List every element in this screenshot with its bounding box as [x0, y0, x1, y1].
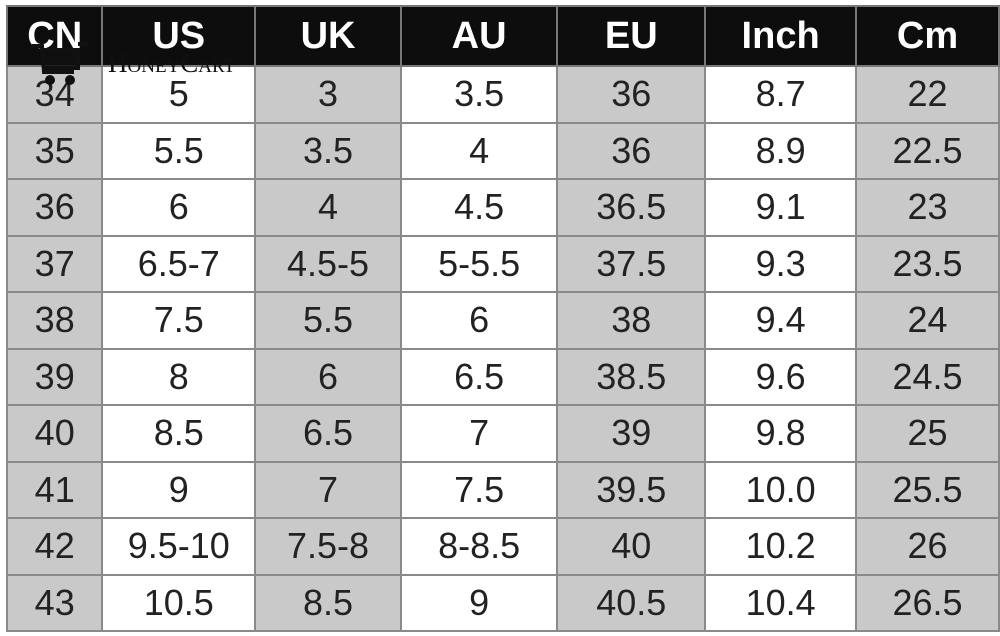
cell-cn: 35	[5, 121, 104, 180]
cell-cn: 37	[5, 234, 104, 293]
cell-inch: 9.8	[704, 404, 858, 463]
cell-us: 6.5-7	[101, 234, 257, 293]
cell-cn: 42	[5, 517, 104, 576]
cell-us: 10.5	[101, 573, 257, 632]
table-row: 42 9.5-10 7.5-8 8-8.5 40 10.2 26	[5, 517, 1000, 576]
table-row: 35 5.5 3.5 4 36 8.9 22.5	[5, 121, 1000, 180]
watermark-logo: HoneyCart	[30, 36, 235, 86]
cell-us: 5.5	[101, 121, 257, 180]
cell-eu: 39	[556, 404, 707, 463]
cell-cn: 41	[5, 460, 104, 519]
cell-eu: 37.5	[556, 234, 707, 293]
table-row: 40 8.5 6.5 7 39 9.8 25	[5, 404, 1000, 463]
cell-cm: 23	[855, 178, 1000, 237]
cell-inch: 9.3	[704, 234, 858, 293]
cell-uk: 6.5	[254, 404, 402, 463]
cell-eu: 40.5	[556, 573, 707, 632]
cell-eu: 38.5	[556, 347, 707, 406]
cell-inch: 10.2	[704, 517, 858, 576]
cell-eu: 38	[556, 291, 707, 350]
cell-eu: 40	[556, 517, 707, 576]
cell-us: 8.5	[101, 404, 257, 463]
cell-cn: 39	[5, 347, 104, 406]
cell-inch: 9.6	[704, 347, 858, 406]
cell-au: 7.5	[399, 460, 559, 519]
cell-au: 6.5	[399, 347, 559, 406]
column-header-us: US	[101, 5, 257, 67]
cell-au: 7	[399, 404, 559, 463]
cell-uk: 7	[254, 460, 402, 519]
cell-cm: 25	[855, 404, 1000, 463]
cell-cm: 24.5	[855, 347, 1000, 406]
cell-au: 5-5.5	[399, 234, 559, 293]
table-row: 43 10.5 8.5 9 40.5 10.4 26.5	[5, 573, 1000, 632]
cell-uk: 4	[254, 178, 402, 237]
cell-inch: 9.4	[704, 291, 858, 350]
cell-inch: 8.9	[704, 121, 858, 180]
cell-eu: 36.5	[556, 178, 707, 237]
cell-uk: 4.5-5	[254, 234, 402, 293]
cell-au: 9	[399, 573, 559, 632]
cell-cn: 43	[5, 573, 104, 632]
table-row: 34 5 3 3.5 36 8.7 22	[5, 65, 1000, 124]
cell-eu: 36	[556, 121, 707, 180]
cell-au: 4	[399, 121, 559, 180]
cell-uk: 6	[254, 347, 402, 406]
cell-cm: 24	[855, 291, 1000, 350]
cell-cm: 23.5	[855, 234, 1000, 293]
cell-us: 9.5-10	[101, 517, 257, 576]
cell-us: 5	[101, 65, 257, 124]
cell-us: 8	[101, 347, 257, 406]
header-row: CN US UK AU EU Inch Cm	[5, 5, 1000, 67]
column-header-inch: Inch	[704, 5, 858, 67]
table-row: 41 9 7 7.5 39.5 10.0 25.5	[5, 460, 1000, 519]
column-header-uk: UK	[254, 5, 402, 67]
cell-au: 8-8.5	[399, 517, 559, 576]
table-row: 38 7.5 5.5 6 38 9.4 24	[5, 291, 1000, 350]
cell-inch: 8.7	[704, 65, 858, 124]
cell-us: 7.5	[101, 291, 257, 350]
cell-cm: 22.5	[855, 121, 1000, 180]
column-header-eu: EU	[556, 5, 707, 67]
table-row: 36 6 4 4.5 36.5 9.1 23	[5, 178, 1000, 237]
cell-cn: 36	[5, 178, 104, 237]
cell-uk: 5.5	[254, 291, 402, 350]
table-row: 39 8 6 6.5 38.5 9.6 24.5	[5, 347, 1000, 406]
watermark-text: HoneyCart	[108, 47, 236, 78]
size-chart: CN US UK AU EU Inch Cm 34 5 3 3.5 36 8.7 22 35 5.5 3.5 4…	[5, 5, 1000, 632]
cell-inch: 10.0	[704, 460, 858, 519]
column-header-au: AU	[399, 5, 559, 67]
cell-cn: 34	[5, 65, 104, 124]
cell-au: 3.5	[399, 65, 559, 124]
cell-inch: 9.1	[704, 178, 858, 237]
cell-uk: 8.5	[254, 573, 402, 632]
cell-uk: 7.5-8	[254, 517, 402, 576]
cell-cm: 22	[855, 65, 1000, 124]
cell-us: 9	[101, 460, 257, 519]
cell-au: 4.5	[399, 178, 559, 237]
table-row: 37 6.5-7 4.5-5 5-5.5 37.5 9.3 23.5	[5, 234, 1000, 293]
cell-cm: 26	[855, 517, 1000, 576]
column-header-cm: Cm	[855, 5, 1000, 67]
cell-cn: 38	[5, 291, 104, 350]
cell-uk: 3	[254, 65, 402, 124]
cell-cm: 25.5	[855, 460, 1000, 519]
cell-eu: 36	[556, 65, 707, 124]
shopping-cart-icon	[32, 42, 88, 85]
cell-eu: 39.5	[556, 460, 707, 519]
cell-inch: 10.4	[704, 573, 858, 632]
cell-us: 6	[101, 178, 257, 237]
cell-cm: 26.5	[855, 573, 1000, 632]
cell-au: 6	[399, 291, 559, 350]
cell-uk: 3.5	[254, 121, 402, 180]
size-table: CN US UK AU EU Inch Cm 34 5 3 3.5 36 8.7 22 35 5.5 3.5 4…	[5, 5, 1000, 632]
cell-cn: 40	[5, 404, 104, 463]
